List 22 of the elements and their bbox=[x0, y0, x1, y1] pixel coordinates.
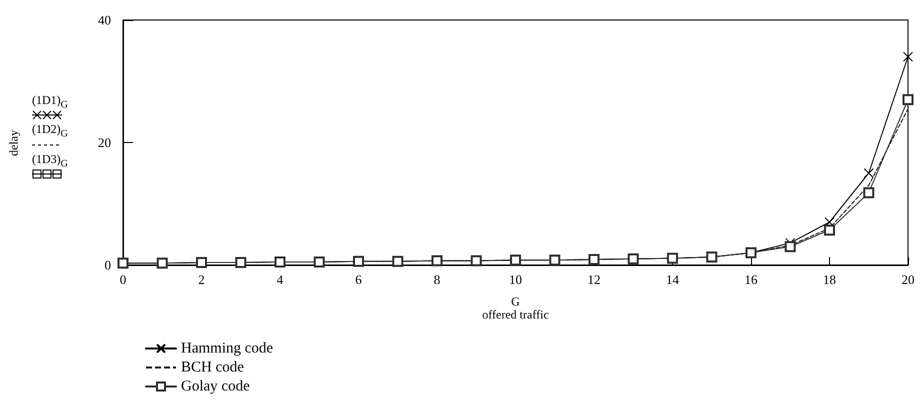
x-tick-label: 10 bbox=[509, 272, 522, 287]
x-tick-label: 4 bbox=[276, 272, 284, 287]
y-tick-label: 40 bbox=[98, 12, 111, 28]
legend-label: Golay code bbox=[181, 378, 250, 394]
x-tick-label: 14 bbox=[666, 272, 680, 287]
x-tick-label: 20 bbox=[902, 272, 914, 287]
text: (1D2)$_{G}$ bbox=[32, 122, 68, 140]
x-tick-label: 8 bbox=[434, 272, 440, 287]
x-tick-label: 16 bbox=[744, 272, 758, 287]
legend-label: Hamming code bbox=[181, 340, 274, 356]
text: delay bbox=[6, 130, 22, 156]
y-tick-label: 0 bbox=[104, 258, 111, 272]
x-tick-label: 2 bbox=[198, 272, 205, 287]
x-tick-label: 0 bbox=[120, 272, 126, 287]
y-tick-label: 20 bbox=[98, 135, 111, 150]
text: (1D1)$_{G}$ bbox=[32, 93, 68, 110]
text: (1D3)$_{G}$ bbox=[32, 152, 68, 170]
legend-label: BCH code bbox=[181, 360, 244, 376]
x-tick-label: 12 bbox=[588, 272, 600, 287]
x-tick-label: 6 bbox=[355, 272, 362, 287]
x-tick-label: 18 bbox=[823, 272, 836, 287]
x-axis-title: G offered traffic bbox=[482, 294, 549, 322]
